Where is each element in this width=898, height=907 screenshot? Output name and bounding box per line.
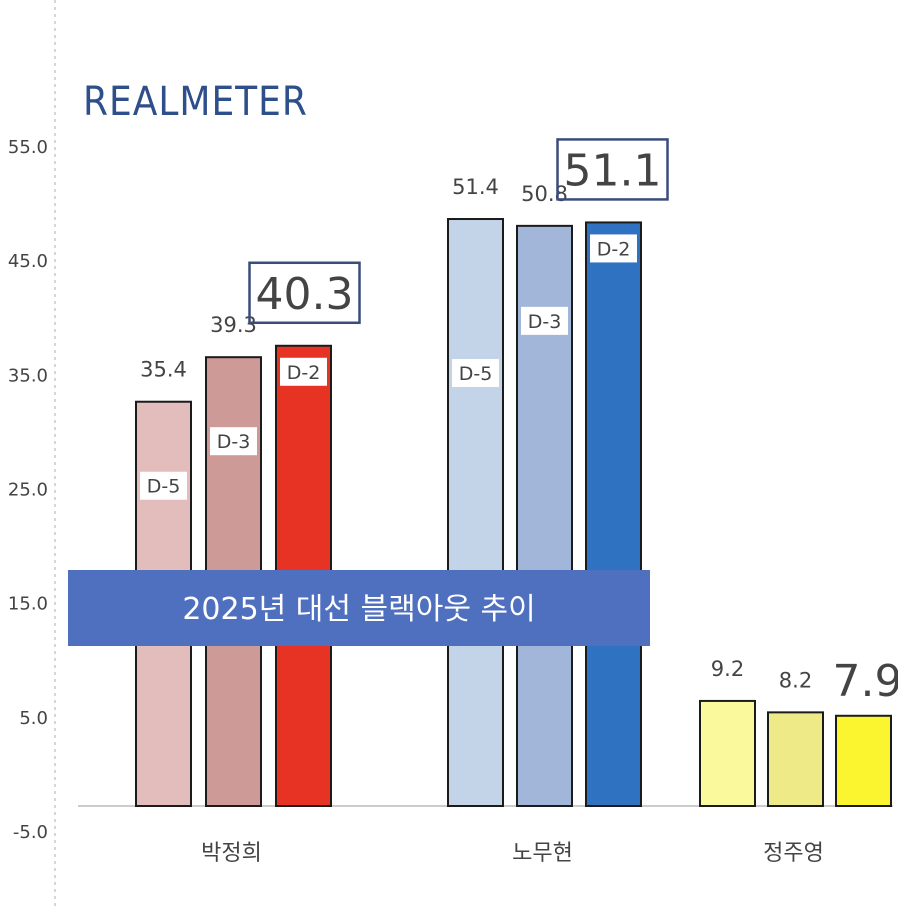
- data-label: 35.4: [140, 358, 187, 382]
- series-label-bg: [280, 357, 327, 386]
- y-axis-ticks: 55.0 45.0 35.0 25.0 15.0 5.0 -5.0: [8, 137, 48, 843]
- bar: [585, 221, 642, 808]
- bar: [835, 714, 892, 807]
- y-tick-label: 25.0: [8, 480, 48, 501]
- data-label: 7.9: [833, 656, 898, 707]
- y-tick-label: 55.0: [8, 137, 48, 158]
- series-label: D-3: [217, 431, 251, 453]
- series-label: D-2: [287, 362, 321, 384]
- series-label: D-5: [147, 476, 181, 498]
- series-label-bg: [210, 427, 257, 456]
- highlight-box: [248, 261, 361, 325]
- y-tick-label: 15.0: [8, 594, 48, 615]
- data-label: 9.2: [711, 657, 744, 681]
- bar-group: 9.2 8.2 7.9 정주영: [699, 656, 898, 866]
- bar-groups: D-535.4D-339.3D-240.3박정희D-551.4D-350.8D-…: [135, 138, 898, 866]
- y-tick-label: 5.0: [19, 708, 48, 729]
- data-label: 51.4: [452, 175, 499, 199]
- chart-title: 2025년 대선 블랙아웃 추이: [182, 592, 535, 627]
- series-label: D-5: [459, 363, 493, 385]
- category-label: 박정희: [201, 841, 262, 866]
- series-label: D-3: [528, 311, 562, 333]
- title-banner-bg: [68, 570, 650, 646]
- series-label-bg: [590, 234, 637, 263]
- realmeter-logo: REALMETER: [83, 79, 308, 125]
- category-label: 노무현: [512, 841, 573, 866]
- series-label-bg: [521, 306, 568, 335]
- series-label: D-2: [597, 238, 631, 260]
- y-tick-label: 45.0: [8, 251, 48, 272]
- bar-group: D-5 51.4 D-3 50.8 D-2 51.1 노무현: [447, 138, 669, 866]
- y-tick-label: 35.0: [8, 365, 48, 386]
- highlight-box: [556, 138, 669, 201]
- bar: [447, 218, 504, 807]
- series-label-bg: [452, 359, 499, 388]
- category-label: 정주영: [763, 841, 824, 866]
- data-label: 40.3: [256, 269, 354, 320]
- data-label: 51.1: [564, 145, 662, 196]
- bar: [699, 699, 756, 807]
- data-label: 8.2: [779, 668, 812, 692]
- y-tick-label: -5.0: [13, 822, 48, 843]
- bar: [767, 711, 824, 808]
- title-banner: 2025년 대선 블랙아웃 추이: [68, 570, 650, 646]
- series-label-bg: [140, 471, 187, 500]
- data-label: 50.8: [521, 182, 568, 206]
